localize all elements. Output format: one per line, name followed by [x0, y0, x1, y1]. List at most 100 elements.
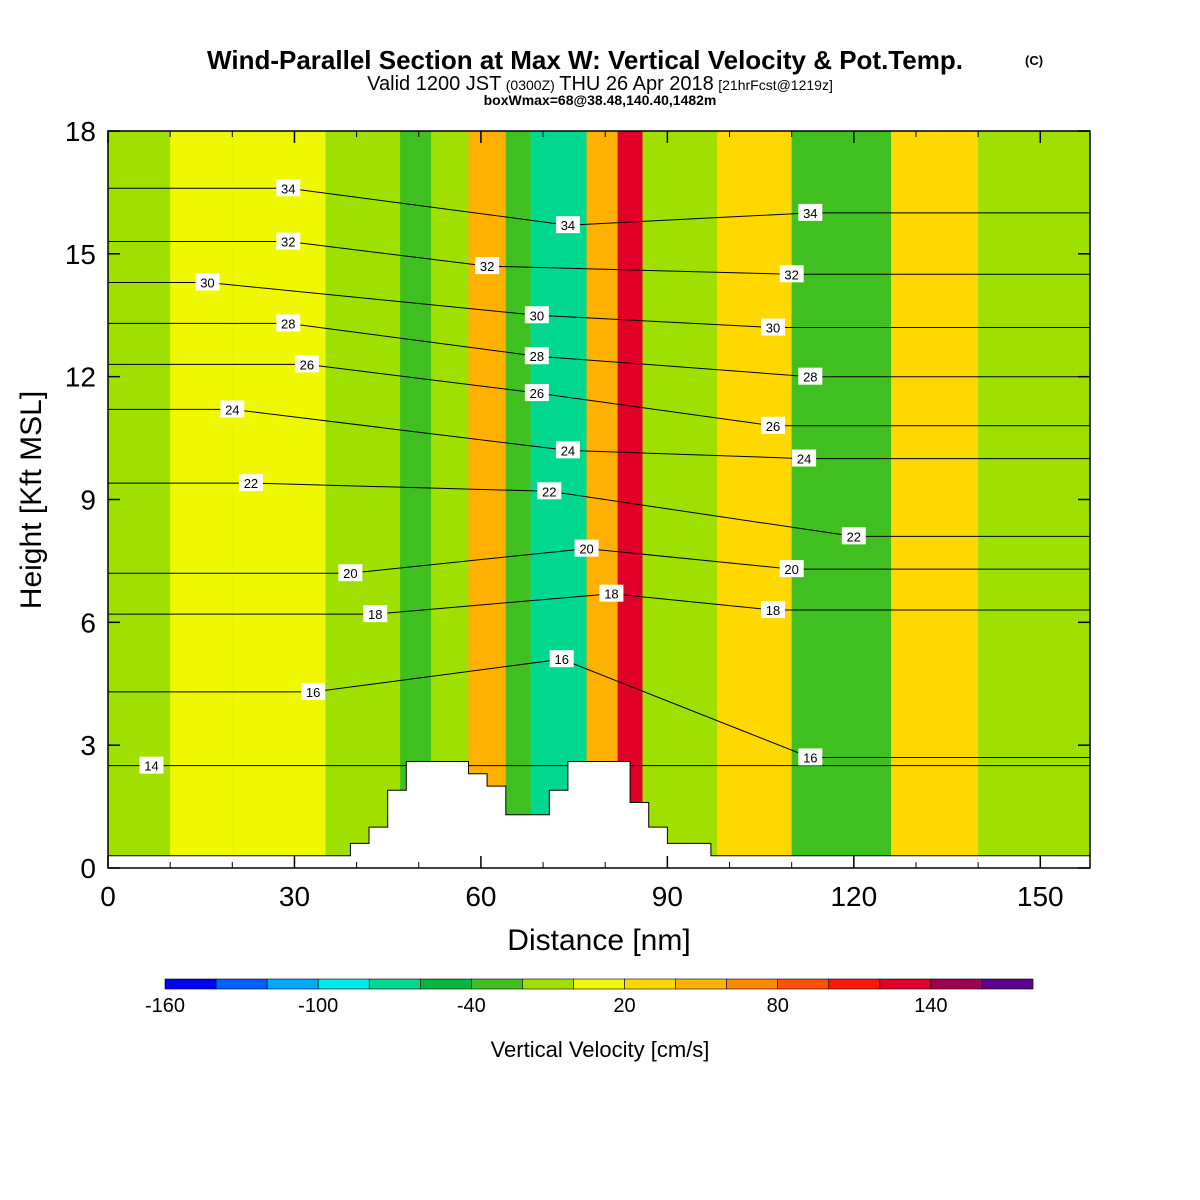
svg-text:24: 24: [797, 452, 811, 467]
svg-text:34: 34: [803, 206, 817, 221]
theta-contour-label: 34: [798, 203, 823, 221]
velocity-band: [325, 131, 401, 868]
x-tick-label: 90: [652, 881, 683, 912]
colorbar-swatch: [368, 978, 421, 990]
theta-contour-label: 22: [238, 474, 263, 492]
theta-contour-label: 32: [475, 257, 500, 275]
theta-contour-label: 30: [524, 306, 549, 324]
svg-text:16: 16: [554, 652, 568, 667]
colorbar-swatch: [930, 978, 983, 990]
colorbar-swatch: [419, 978, 472, 990]
theta-contour-label: 18: [599, 584, 624, 602]
svg-text:34: 34: [561, 218, 575, 233]
copyright-mark: (C): [1025, 53, 1043, 68]
svg-text:16: 16: [306, 685, 320, 700]
velocity-band: [791, 131, 892, 868]
theta-contour-label: 28: [276, 314, 301, 332]
velocity-band: [679, 131, 718, 868]
velocity-band: [617, 131, 643, 868]
subtitle-utc: (0300Z): [506, 77, 555, 93]
svg-text:26: 26: [300, 357, 314, 372]
theta-contour-label: 18: [363, 605, 388, 623]
y-tick-label: 3: [80, 730, 96, 761]
y-axis-label: Height [Kft MSL]: [15, 391, 48, 609]
colorbar-swatch: [266, 978, 319, 990]
theta-contour-label: 22: [537, 482, 562, 500]
theta-contour-label: 20: [779, 560, 804, 578]
x-tick-label: 60: [465, 881, 496, 912]
svg-text:30: 30: [530, 308, 544, 323]
chart-title: Wind-Parallel Section at Max W: Vertical…: [207, 45, 963, 75]
colorbar-swatch: [522, 978, 574, 990]
colorbar-swatch: [624, 978, 676, 990]
colorbar-swatch: [879, 978, 932, 990]
svg-text:20: 20: [343, 566, 357, 581]
y-tick-label: 0: [80, 853, 96, 884]
x-tick-label: 150: [1017, 881, 1064, 912]
velocity-band: [170, 131, 233, 868]
theta-contour-label: 20: [338, 564, 363, 582]
colorbar-swatch: [317, 978, 370, 990]
colorbar-swatch: [777, 978, 830, 990]
velocity-band: [400, 131, 432, 868]
colorbar-tick-label: 80: [767, 995, 789, 1017]
svg-text:28: 28: [530, 349, 544, 364]
theta-contour-label: 28: [798, 367, 823, 385]
theta-contour-label: 26: [294, 355, 319, 373]
colorbar-swatch: [828, 978, 881, 990]
theta-contour-label: 32: [779, 265, 804, 283]
theta-contour-label: 32: [276, 232, 301, 250]
y-tick-label: 18: [65, 116, 96, 147]
svg-text:22: 22: [847, 529, 861, 544]
theta-contour-label: 34: [276, 179, 301, 197]
svg-text:32: 32: [480, 259, 494, 274]
theta-contour-label: 18: [761, 601, 786, 619]
x-tick-label: 30: [279, 881, 310, 912]
velocity-band: [505, 131, 531, 868]
svg-text:28: 28: [281, 316, 295, 331]
theta-contour-label: 14: [139, 756, 164, 774]
theta-contour-label: 16: [549, 650, 574, 668]
colorbar: -160 -100 -40 20 80 140: [145, 978, 1034, 1017]
colorbar-tick-label: 140: [914, 995, 947, 1017]
colorbar-swatch: [675, 978, 727, 990]
subtitle-valid: Valid 1200 JST: [367, 73, 501, 95]
svg-text:30: 30: [766, 321, 780, 336]
velocity-band: [978, 131, 1090, 868]
svg-text:32: 32: [281, 235, 295, 250]
svg-text:34: 34: [281, 181, 295, 196]
svg-text:20: 20: [784, 562, 798, 577]
theta-contour-label: 16: [798, 748, 823, 766]
colorbar-label: Vertical Velocity [cm/s]: [491, 1037, 710, 1062]
svg-text:18: 18: [368, 607, 382, 622]
theta-contour-label: 20: [574, 539, 599, 557]
svg-text:18: 18: [604, 587, 618, 602]
colorbar-swatch: [215, 978, 268, 990]
svg-text:24: 24: [225, 402, 239, 417]
x-tick-label: 120: [830, 881, 877, 912]
subtitle-forecast: [21hrFcst@1219z]: [718, 77, 833, 93]
terrain-mask: [108, 761, 1090, 868]
svg-text:22: 22: [244, 476, 258, 491]
theta-contour-label: 16: [301, 682, 326, 700]
y-tick-label: 9: [80, 485, 96, 516]
theta-contour-label: 30: [761, 318, 786, 336]
svg-text:24: 24: [561, 443, 575, 458]
velocity-band: [431, 131, 469, 868]
svg-text:22: 22: [542, 484, 556, 499]
colorbar-tick-label: -100: [298, 995, 338, 1017]
svg-text:30: 30: [200, 275, 214, 290]
plot-area: 34 32 30 28 26 24 22 20 18 16 14 34 32 30 28 26 24 22 20 18…: [107, 130, 1091, 869]
velocity-band: [530, 131, 587, 868]
colorbar-tick-label: 20: [613, 995, 635, 1017]
velocity-band: [642, 131, 680, 868]
theta-contour-label: 24: [220, 400, 245, 418]
colorbar-swatch: [726, 978, 779, 990]
svg-text:26: 26: [766, 419, 780, 434]
y-tick-label: 15: [65, 239, 96, 270]
colorbar-swatch: [471, 978, 523, 990]
theta-contour-label: 22: [841, 527, 866, 545]
colorbar-tick-label: -160: [145, 995, 185, 1017]
colorbar-swatch: [573, 978, 625, 990]
